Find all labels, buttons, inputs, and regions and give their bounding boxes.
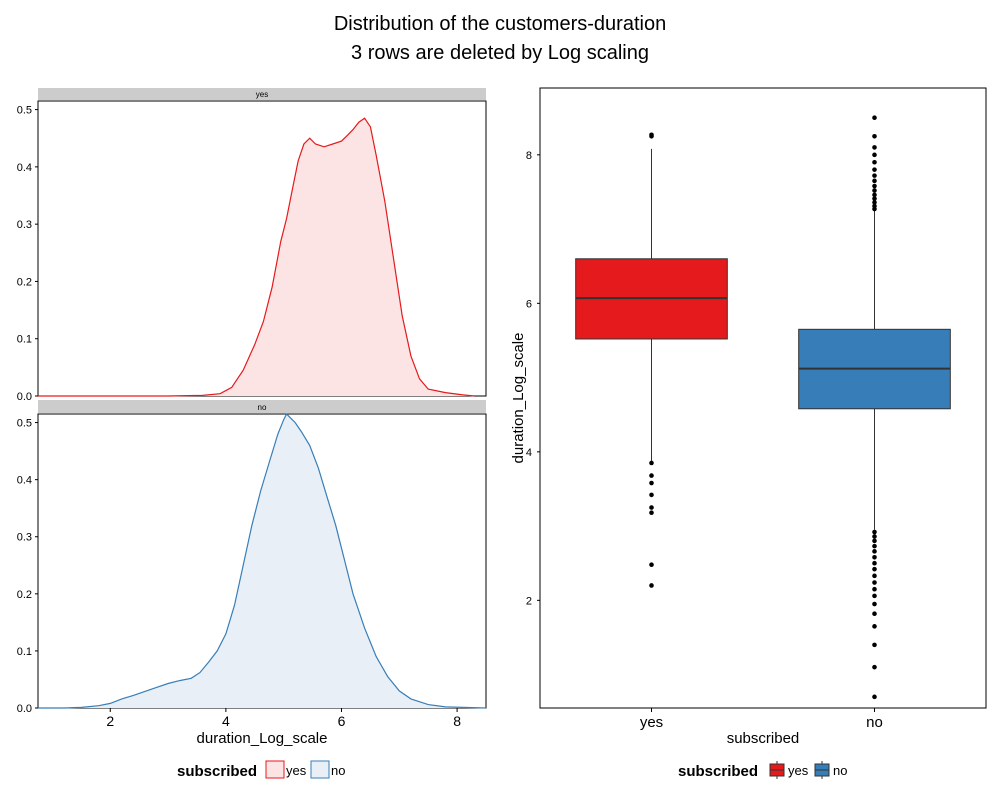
outlier-point-no (872, 580, 877, 585)
density-ytick-label-yes: 0.5 (17, 105, 32, 117)
boxplot-xtick-label-no: no (866, 714, 883, 731)
density-ytick-label-yes: 0.2 (17, 276, 32, 288)
density-ytick-label-no: 0.2 (17, 589, 32, 601)
figure-title-line1: Distribution of the customers-duration (333, 13, 667, 35)
density-xtick-label: 2 (106, 713, 114, 729)
outlier-point-no (872, 192, 877, 198)
density-ytick-label-yes: 0.3 (17, 219, 32, 231)
density-xtick-label: 8 (453, 713, 461, 729)
outlier-point-no (872, 534, 877, 539)
density-line-yes (38, 117, 475, 397)
density-ytick-label-no: 0.5 (17, 418, 32, 430)
outlier-point-no (872, 167, 877, 172)
outlier-point-no (872, 183, 877, 189)
boxplot-ytick-label: 6 (526, 298, 532, 310)
outlier-point-no (872, 196, 877, 201)
outlier-point-yes (649, 505, 654, 510)
boxplot-legend-title: subscribed (678, 763, 758, 780)
outlier-point-no (872, 200, 877, 205)
density-legend-label-yes: yes (286, 763, 307, 778)
boxplot-panel-border (539, 87, 987, 709)
outlier-point-no (872, 554, 877, 560)
outlier-point-no (872, 529, 877, 535)
density-area-no (38, 414, 486, 708)
outlier-point-no (872, 173, 877, 178)
outlier-point-no (872, 206, 877, 212)
outlier-point-no (872, 566, 877, 572)
density-ytick-label-no: 0.4 (17, 475, 32, 487)
boxplot-x-axis-label: subscribed (727, 730, 800, 747)
density-ytick-label-no: 0.1 (17, 646, 32, 658)
density-ytick-label-no: 0.0 (17, 703, 32, 715)
figure-title-line2: 3 rows are deleted by Log scaling (351, 42, 649, 64)
outlier-point-no (872, 601, 877, 607)
density-xtick-label: 4 (222, 713, 230, 729)
outlier-point-yes (649, 510, 654, 516)
outlier-point-yes (649, 460, 654, 466)
outlier-point-no (872, 664, 877, 670)
density-line-no (38, 412, 487, 709)
density-xtick-label: 6 (338, 713, 346, 729)
outlier-point-no (872, 624, 877, 629)
outlier-point-no (872, 133, 877, 139)
facet-strip-label-no: no (258, 403, 267, 412)
density-x-axis-label: duration_Log_scale (197, 730, 328, 747)
outlier-point-yes (649, 492, 654, 498)
boxplot-ytick-label: 2 (526, 595, 532, 607)
boxplot-y-axis-label: duration_Log_scale (510, 333, 527, 464)
outlier-point-yes (649, 473, 654, 478)
outlier-point-no (872, 573, 877, 579)
outlier-point-yes (649, 562, 654, 567)
outlier-point-no (872, 188, 877, 193)
outlier-point-no (872, 593, 877, 599)
outlier-point-no (872, 611, 877, 617)
outlier-point-no (872, 538, 877, 544)
boxplot-ytick-label: 4 (526, 447, 532, 459)
density-legend-key-no (310, 760, 330, 779)
density-legend-title: subscribed (177, 763, 257, 780)
outlier-point-no (872, 115, 877, 121)
outlier-point-no (872, 152, 877, 158)
boxplot-xtick-label-yes: yes (640, 714, 663, 731)
density-ytick-label-no: 0.3 (17, 532, 32, 544)
outlier-point-no (872, 159, 877, 165)
figure-title: Distribution of the customers-duration 3… (0, 10, 1000, 68)
boxplot-legend-label-yes: yes (788, 763, 809, 778)
outlier-point-yes (649, 480, 654, 486)
facet-strip-no (38, 400, 486, 413)
outlier-point-no (872, 178, 877, 184)
outlier-point-no (872, 145, 877, 150)
boxplot-ytick-label: 8 (526, 150, 532, 162)
outlier-point-no (872, 586, 877, 592)
outlier-point-yes (649, 132, 654, 138)
facet-strip-yes (38, 88, 486, 100)
outlier-point-yes (649, 583, 654, 588)
density-ytick-label-yes: 0.4 (17, 162, 32, 174)
outlier-point-no (872, 560, 877, 566)
outlier-point-no (872, 543, 877, 549)
density-ytick-label-yes: 0.1 (17, 334, 32, 346)
outlier-point-no (872, 549, 877, 554)
density-legend-label-no: no (331, 763, 345, 778)
outlier-point-no (872, 694, 877, 700)
facet-strip-label-yes: yes (256, 90, 268, 99)
density-legend-key-yes (265, 760, 285, 779)
density-area-yes (38, 118, 475, 396)
outlier-point-no (872, 642, 877, 648)
density-ytick-label-yes: 0.0 (17, 391, 32, 403)
boxplot-legend-label-no: no (833, 763, 847, 778)
